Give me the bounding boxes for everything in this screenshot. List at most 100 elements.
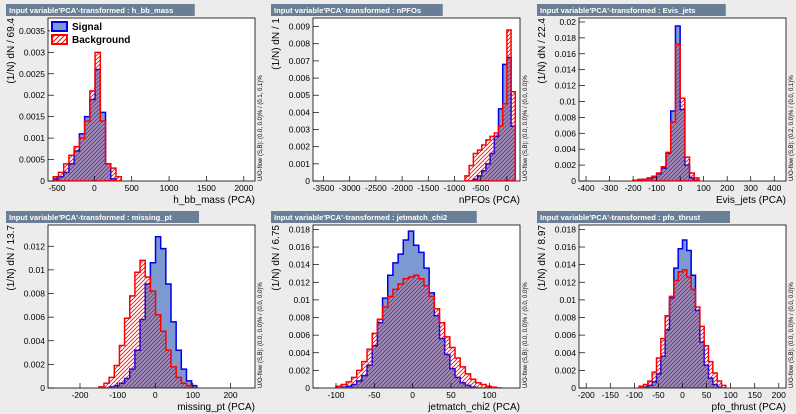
- x-tick-label: -50: [368, 390, 381, 400]
- y-tick-label: 0.01: [559, 96, 576, 106]
- y-tick-label: 0.014: [555, 65, 577, 75]
- x-tick-label: 200: [720, 183, 734, 193]
- y-tick-label: 0.003: [289, 125, 311, 135]
- x-tick-label: -500: [472, 183, 489, 193]
- background-histogram: [632, 43, 700, 181]
- y-tick-label: 0.012: [289, 277, 311, 287]
- y-tick-label: 0.0005: [19, 155, 45, 165]
- chart-panel-2: Input variable'PCA'-transformed : Evis_j…: [537, 4, 795, 206]
- y-tick-label: 0.002: [289, 142, 311, 152]
- y-tick-label: 0.002: [24, 90, 46, 100]
- x-tick-label: -200: [71, 390, 88, 400]
- x-axis-title: pfo_thrust (PCA): [712, 402, 786, 413]
- y-tick-label: 0.018: [555, 224, 577, 234]
- chart-panel-3: Input variable'PCA'-transformed : missin…: [6, 211, 264, 413]
- x-tick-label: 0: [153, 390, 158, 400]
- x-tick-label: 1000: [160, 183, 179, 193]
- x-tick-label: 100: [482, 390, 496, 400]
- background-histogram: [638, 269, 727, 388]
- y-tick-label: 0.014: [555, 260, 577, 270]
- x-tick-label: 0: [505, 183, 510, 193]
- y-axis-title: (1/N) dN / 69.4: [6, 18, 17, 84]
- x-tick-label: 100: [724, 390, 738, 400]
- y-tick-label: 0.006: [289, 73, 311, 83]
- chart-title-box: [6, 211, 199, 223]
- chart-title: Input variable'PCA'-transformed : nPFOs: [274, 6, 421, 15]
- chart-title: Input variable'PCA'-transformed : pfo_th…: [540, 213, 701, 222]
- y-axis-title: (1/N) dN / 1: [271, 18, 282, 70]
- y-tick-label: 0.007: [289, 56, 311, 66]
- x-tick-label: 50: [446, 390, 456, 400]
- legend-background-swatch: [51, 34, 68, 45]
- y-tick-label: 0.001: [24, 133, 46, 143]
- y-tick-label: 0.016: [555, 242, 577, 252]
- x-tick-label: 1500: [197, 183, 216, 193]
- x-tick-label: 400: [767, 183, 781, 193]
- x-tick-label: 500: [125, 183, 139, 193]
- chart-title-box: [271, 4, 443, 16]
- y-tick-label: 0.001: [289, 159, 311, 169]
- x-tick-label: -50: [652, 390, 665, 400]
- chart-title: Input variable'PCA'-transformed : h_bb_m…: [9, 6, 173, 15]
- x-tick-label: 0: [92, 183, 97, 193]
- y-axis-title: (1/N) dN / 22.4: [537, 18, 548, 84]
- y-axis-title: (1/N) dN / 6.75: [271, 225, 282, 291]
- y-tick-label: 0.008: [555, 112, 577, 122]
- y-tick-label: 0.002: [555, 365, 577, 375]
- histogram-group: [335, 230, 502, 388]
- x-tick-label: -3500: [313, 183, 335, 193]
- background-histogram: [98, 259, 197, 388]
- y-tick-label: 0.008: [289, 39, 311, 49]
- y-tick-label: 0.004: [555, 348, 577, 358]
- y-tick-label: 0.005: [289, 90, 311, 100]
- x-tick-label: 200: [772, 390, 786, 400]
- x-axis-title: h_bb_mass (PCA): [173, 195, 255, 206]
- y-tick-label: 0.008: [289, 313, 311, 323]
- y-tick-label: 0: [40, 383, 45, 393]
- y-tick-label: 0.018: [555, 33, 577, 43]
- x-tick-label: 0: [410, 390, 415, 400]
- x-axis-title: missing_pt (PCA): [177, 402, 255, 413]
- y-tick-label: 0.002: [289, 365, 311, 375]
- y-tick-label: 0.0025: [19, 69, 45, 79]
- y-tick-label: 0: [40, 176, 45, 186]
- x-tick-label: 50: [702, 390, 712, 400]
- x-tick-label: -1500: [417, 183, 439, 193]
- y-tick-label: 0.016: [555, 49, 577, 59]
- chart-title-box: [537, 211, 730, 223]
- y-tick-label: 0.008: [555, 313, 577, 323]
- x-tick-label: -100: [626, 390, 643, 400]
- chart-panel-0: Input variable'PCA'-transformed : h_bb_m…: [6, 4, 264, 206]
- chart-title: Input variable'PCA'-transformed : Evis_j…: [540, 6, 696, 15]
- background-histogram: [52, 51, 122, 181]
- x-tick-label: 2000: [234, 183, 253, 193]
- overflow-label: U/O-flow (S,B): (0.0, 0.0)% / (0.0, 0.0)…: [523, 282, 529, 388]
- y-tick-label: 0.016: [289, 242, 311, 252]
- overflow-label: U/O-flow (S,B): (0.2, 0.0)% / (0.0, 0.1)…: [789, 75, 795, 181]
- y-tick-label: 0.0035: [19, 26, 45, 36]
- x-axis-title: jetmatch_chi2 (PCA): [427, 402, 520, 413]
- x-tick-label: 200: [223, 390, 237, 400]
- legend-background-label: Background: [72, 35, 130, 46]
- y-tick-label: 0.004: [289, 348, 311, 358]
- y-tick-label: 0.004: [289, 107, 311, 117]
- y-tick-label: 0.01: [293, 295, 310, 305]
- y-tick-label: 0.003: [24, 47, 46, 57]
- overflow-label: U/O-flow (S,B): (0.0, 0.0)% / (0.0, 0.0)…: [789, 282, 795, 388]
- x-tick-label: -100: [648, 183, 665, 193]
- chart-title-box: [537, 4, 726, 16]
- chart-title: Input variable'PCA'-transformed : missin…: [9, 213, 172, 222]
- histogram-group: [52, 51, 122, 181]
- chart-panel-5: Input variable'PCA'-transformed : pfo_th…: [537, 211, 795, 413]
- overflow-label: U/O-flow (S,B): (0.0, 0.0)% / (0.1, 0.1)…: [258, 75, 264, 181]
- y-tick-label: 0.002: [24, 359, 46, 369]
- x-tick-label: -3000: [339, 183, 361, 193]
- y-tick-label: 0: [305, 383, 310, 393]
- x-tick-label: 100: [697, 183, 711, 193]
- y-tick-label: 0.006: [289, 330, 311, 340]
- x-tick-label: -500: [48, 183, 65, 193]
- y-tick-label: 0: [571, 176, 576, 186]
- legend-signal-swatch: [51, 21, 68, 32]
- histogram-group: [98, 236, 198, 388]
- legend-signal-label: Signal: [72, 22, 102, 33]
